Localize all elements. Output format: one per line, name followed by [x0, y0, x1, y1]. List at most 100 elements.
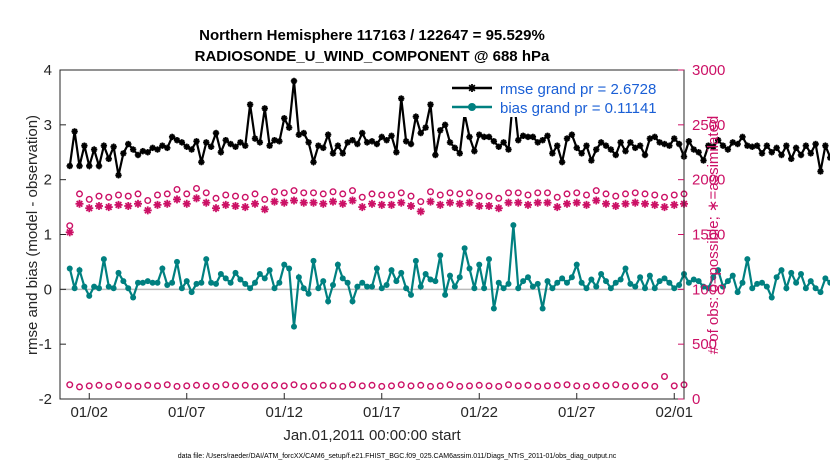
bias-point: [139, 279, 146, 286]
bias-point: [227, 279, 234, 286]
rmse-point-stroke: [198, 159, 205, 166]
rmse-point-stroke: [403, 138, 410, 145]
rmse-point: [495, 143, 502, 150]
rmse-point: [232, 143, 239, 150]
obs-assimilated-marker: [592, 196, 601, 205]
rmse-point: [788, 155, 795, 163]
rmse-point-stroke: [227, 141, 234, 147]
obs-assimilated-marker: [231, 201, 240, 210]
chart-subtitle: RADIOSONDE_U_WIND_COMPONENT @ 688 hPa: [195, 48, 550, 65]
rmse-point: [168, 133, 176, 141]
rmse-point-stroke: [734, 141, 741, 147]
obs-possible-marker: [485, 192, 493, 200]
rmse-point: [544, 132, 551, 139]
x-axis-label: Jan.01,2011 00:00:00 start: [283, 427, 461, 444]
rmse-point-stroke: [417, 130, 424, 136]
obs-assimilated-marker-stroke: [368, 200, 376, 208]
rmse-point: [300, 129, 307, 137]
bias-point: [247, 285, 254, 292]
obs-assimilated-marker: [631, 198, 640, 207]
obs-possible-marker: [378, 382, 386, 390]
y-tick-label: -1: [39, 336, 52, 353]
obs-assimilated-marker-stroke: [280, 199, 288, 207]
obs-assimilated-marker-stroke: [563, 200, 571, 208]
x-tick-label: 01/17: [363, 404, 401, 421]
obs-possible-marker: [310, 382, 318, 390]
bias-point: [564, 279, 570, 286]
rmse-point-stroke: [139, 148, 146, 155]
bias-point: [720, 283, 726, 290]
bias-point: [827, 279, 830, 286]
bias-point: [583, 285, 590, 292]
obs-possible-marker: [651, 382, 659, 390]
obs-assimilated-marker: [514, 198, 523, 207]
obs-possible-marker: [553, 193, 561, 201]
bias-point: [505, 280, 512, 287]
bias-point: [539, 305, 546, 312]
rmse-point: [422, 124, 429, 131]
bias-point: [110, 285, 117, 292]
rmse-point-stroke: [515, 137, 522, 144]
rmse-point-stroke: [286, 124, 293, 131]
rmse-point-stroke: [710, 143, 717, 150]
obs-assimilated-marker: [241, 203, 250, 212]
rmse-point-stroke: [700, 157, 707, 164]
obs-possible-marker: [124, 192, 132, 200]
bias-point: [286, 265, 293, 272]
rmse-point: [295, 131, 303, 138]
bias-point: [642, 285, 648, 292]
obs-possible-marker: [358, 382, 366, 390]
bias-point: [398, 269, 405, 276]
obs-assimilated-marker-stroke: [358, 203, 366, 211]
rmse-point-stroke: [529, 133, 536, 140]
bias-point: [169, 279, 176, 286]
rmse-point-stroke: [500, 139, 507, 146]
rmse-point-stroke: [788, 155, 795, 162]
obs-assimilated-marker: [95, 201, 103, 210]
obs-possible-marker: [329, 382, 337, 390]
rmse-point-stroke: [759, 150, 765, 157]
obs-assimilated-marker-stroke: [85, 204, 93, 212]
obs-assimilated-marker: [494, 204, 503, 213]
bias-point: [412, 257, 419, 264]
rmse-point-stroke: [310, 159, 317, 166]
rmse-point-stroke: [754, 142, 761, 149]
rmse-point-stroke: [505, 146, 512, 153]
obs-possible-marker: [514, 382, 522, 390]
obs-possible-marker: [66, 381, 74, 389]
rmse-point-stroke: [281, 115, 288, 122]
rmse-point: [700, 157, 707, 164]
obs-possible-marker: [583, 191, 591, 199]
rmse-point: [807, 150, 814, 157]
rmse-point: [354, 140, 361, 148]
obs-possible-marker: [456, 382, 464, 390]
plot-area: [60, 70, 684, 399]
y2-tick-label: 2000: [692, 172, 725, 189]
rmse-point: [524, 133, 532, 141]
bias-point: [222, 275, 229, 282]
rmse-point: [339, 150, 346, 157]
bias-point: [544, 278, 551, 285]
rmse-point-stroke: [705, 142, 712, 149]
obs-assimilated-marker: [602, 199, 610, 208]
rmse-point: [329, 150, 337, 157]
y-tick-label: 2: [44, 172, 52, 189]
obs-possible-marker: [622, 190, 630, 198]
rmse-point-stroke: [802, 142, 809, 149]
bias-point: [91, 283, 98, 290]
rmse-point: [173, 136, 181, 144]
bias-point: [515, 285, 522, 292]
rmse-point-stroke: [393, 149, 400, 156]
rmse-point-stroke: [144, 149, 151, 156]
rmse-point-stroke: [364, 139, 371, 146]
rmse-point: [334, 142, 342, 149]
obs-assimilated-marker: [524, 200, 532, 209]
rmse-point: [164, 144, 171, 152]
obs-assimilated-marker-stroke: [485, 202, 493, 210]
rmse-point: [427, 101, 434, 108]
rmse-point: [276, 138, 283, 145]
bias-point: [822, 275, 829, 282]
obs-assimilated-marker-stroke: [407, 202, 415, 210]
rmse-point-stroke: [130, 146, 137, 153]
bias-point: [817, 289, 824, 296]
